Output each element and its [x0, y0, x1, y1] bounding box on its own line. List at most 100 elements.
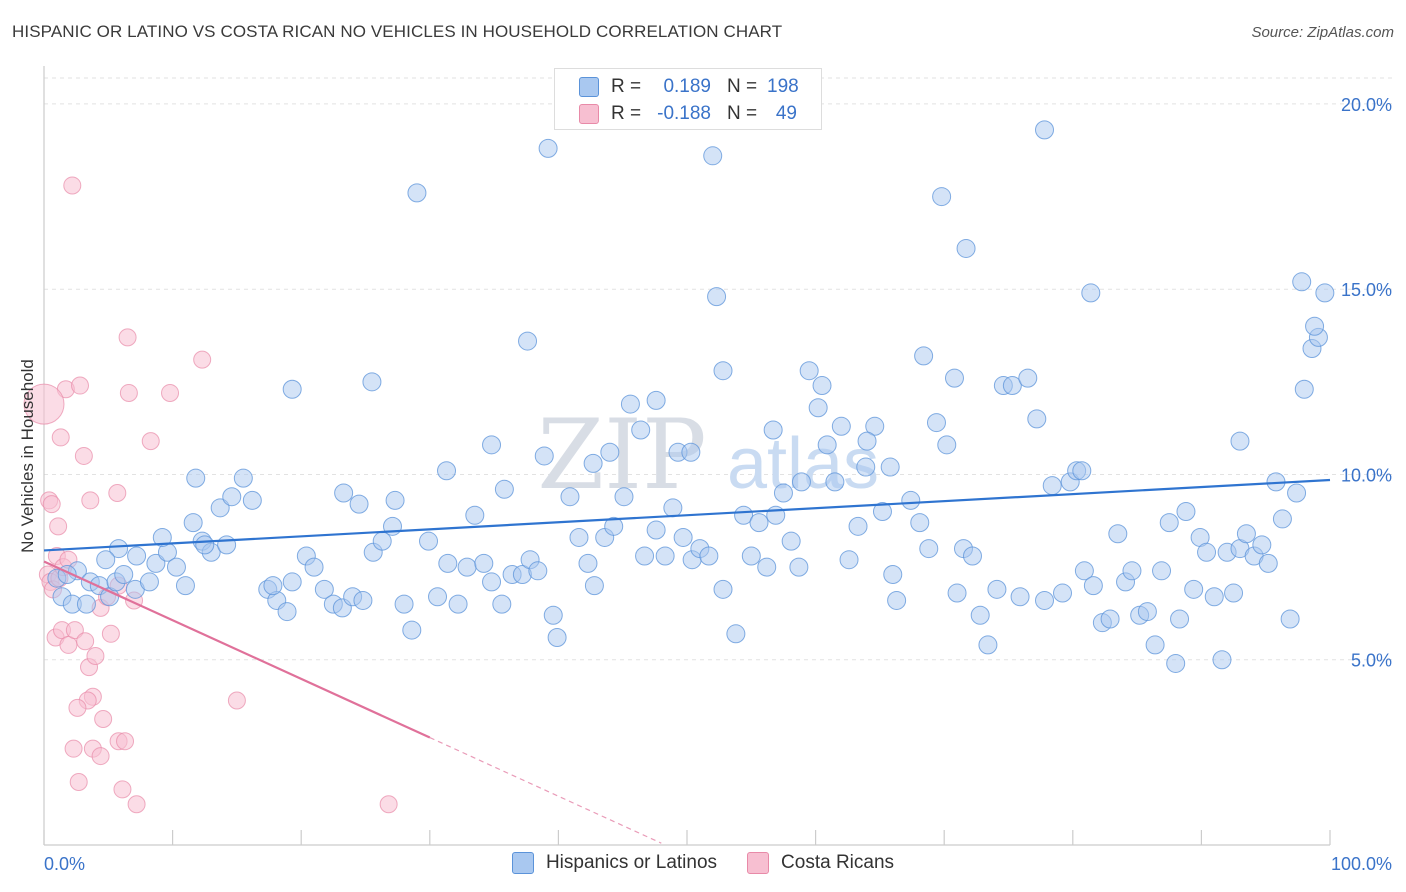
legend-r-value: 0.189 — [663, 76, 711, 97]
hispanic-point — [1236, 524, 1256, 544]
hispanic-point — [1176, 502, 1196, 522]
hispanic-point — [1035, 120, 1055, 140]
hispanic-point — [1272, 509, 1292, 529]
y-tick-label: 10.0% — [1341, 465, 1392, 485]
costa-rican-point — [49, 517, 68, 536]
hispanic-point — [183, 513, 203, 533]
hispanic-point — [233, 468, 253, 488]
hispanic-point — [901, 490, 921, 510]
hispanic-point — [604, 516, 624, 536]
hispanic-point — [987, 579, 1007, 599]
hispanic-point — [749, 513, 769, 533]
costa-rican-point — [113, 780, 132, 799]
hispanic-point — [757, 557, 777, 577]
hispanic-point — [474, 553, 494, 573]
hispanic-point — [282, 379, 302, 399]
hispanic-point — [1027, 409, 1047, 429]
hispanic-point — [583, 453, 603, 473]
hispanic-point — [614, 487, 634, 507]
hispanic-point — [741, 546, 761, 566]
costa-rican-point — [59, 635, 78, 654]
hispanic-point — [1122, 561, 1142, 581]
hispanic-point — [1230, 431, 1250, 451]
hispanic-point — [146, 553, 166, 573]
hispanic-point — [734, 505, 754, 525]
watermark-atlas: atlas — [727, 424, 879, 504]
hispanic-point — [970, 605, 990, 625]
hispanic-point — [96, 550, 116, 570]
legend-item-costa-rican[interactable]: Costa Ricans — [747, 852, 894, 874]
hispanic-point — [1292, 272, 1312, 292]
hispanic-point — [152, 527, 172, 547]
hispanic-point — [932, 187, 952, 207]
hispanic-point — [812, 376, 832, 396]
hispanic-point — [394, 594, 414, 614]
x-tick-label: 100.0% — [1331, 854, 1392, 874]
hispanic-point — [673, 527, 693, 547]
hispanic-point — [1083, 576, 1103, 596]
hispanic-point — [457, 557, 477, 577]
hispanic-point — [349, 494, 369, 514]
costa-rican-point — [227, 691, 246, 710]
hispanic-point — [1002, 376, 1022, 396]
legend-n-value: 49 — [775, 103, 797, 124]
hispanic-point — [1018, 368, 1038, 388]
costa-rican-point — [141, 432, 160, 451]
hispanic-point — [584, 576, 604, 596]
hispanic-trend-line — [43, 478, 1331, 552]
hispanic-point — [978, 635, 998, 655]
hispanic-point — [1184, 579, 1204, 599]
hispanic-point — [791, 472, 811, 492]
costa-rican-point — [86, 647, 105, 666]
costa-rican-point — [116, 732, 135, 751]
hispanic-point — [362, 372, 382, 392]
hispanic-point — [887, 590, 907, 610]
costa-rican-point — [64, 739, 83, 758]
legend-n-value: 198 — [767, 76, 799, 97]
hispanic-point — [919, 539, 939, 559]
hispanic-point — [407, 183, 427, 203]
legend-swatch-pink — [747, 852, 770, 874]
legend-r-label: R = — [611, 103, 642, 124]
costa-rican-point — [161, 383, 180, 402]
hispanic-point — [494, 479, 514, 499]
hispanic-point — [385, 490, 405, 510]
costa-rican-point — [118, 328, 137, 347]
hispanic-point — [848, 516, 868, 536]
hispanic-point — [76, 594, 96, 614]
legend-label: Costa Ricans — [781, 852, 895, 873]
hispanic-point — [880, 457, 900, 477]
hispanic-point — [139, 572, 159, 592]
hispanic-point — [353, 590, 373, 610]
trend-lines — [43, 478, 1331, 844]
hispanic-point — [482, 572, 502, 592]
hispanic-point — [195, 535, 215, 555]
hispanic-point — [1294, 379, 1314, 399]
hispanic-point — [448, 594, 468, 614]
hispanic-point — [1137, 602, 1157, 622]
hispanic-point — [1010, 587, 1030, 607]
hispanic-point — [1224, 583, 1244, 603]
hispanic-point — [781, 531, 801, 551]
stats-legend: R = 0.189 N = 198 R = -0.188 N = 49 — [554, 68, 822, 130]
costa-rican-point — [71, 376, 90, 395]
hispanic-point — [109, 539, 129, 559]
hispanic-point — [277, 602, 297, 622]
hispanic-point — [883, 565, 903, 585]
hispanic-point — [620, 394, 640, 414]
legend-item-hispanic[interactable]: Hispanics or Latinos — [511, 852, 717, 874]
hispanic-point — [789, 557, 809, 577]
hispanic-point — [547, 628, 567, 648]
hispanic-point — [437, 461, 457, 481]
costa-rican-point — [76, 632, 95, 651]
hispanic-point — [944, 368, 964, 388]
legend-swatch-pink — [579, 104, 599, 124]
x-tick-label: 0.0% — [44, 854, 85, 874]
hispanic-point — [910, 513, 930, 533]
costa-rican-point — [193, 350, 212, 369]
costa-rican-point — [63, 176, 82, 195]
hispanic-point — [663, 498, 683, 518]
costa-rican-point — [101, 624, 120, 643]
hispanic-point — [1074, 561, 1094, 581]
